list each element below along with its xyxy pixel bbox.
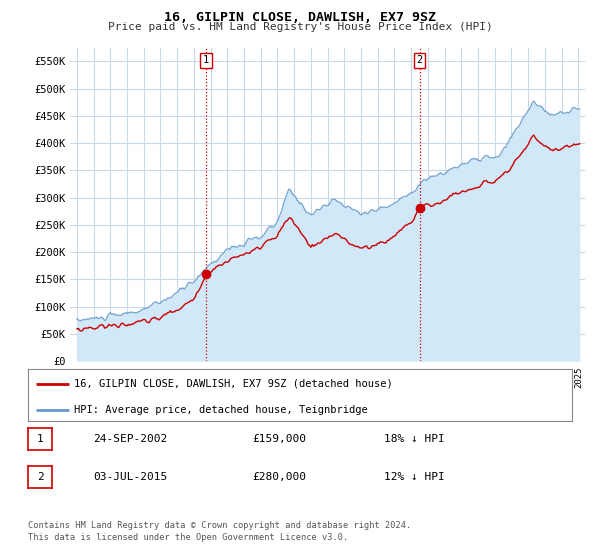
Text: 24-SEP-2002: 24-SEP-2002 <box>93 434 167 444</box>
Text: HPI: Average price, detached house, Teignbridge: HPI: Average price, detached house, Teig… <box>74 405 368 414</box>
Text: 1: 1 <box>203 55 209 66</box>
Text: 16, GILPIN CLOSE, DAWLISH, EX7 9SZ (detached house): 16, GILPIN CLOSE, DAWLISH, EX7 9SZ (deta… <box>74 379 393 389</box>
Text: 03-JUL-2015: 03-JUL-2015 <box>93 472 167 482</box>
Text: Contains HM Land Registry data © Crown copyright and database right 2024.: Contains HM Land Registry data © Crown c… <box>28 521 412 530</box>
Text: 2: 2 <box>416 55 422 66</box>
Text: 1: 1 <box>37 434 44 444</box>
Text: This data is licensed under the Open Government Licence v3.0.: This data is licensed under the Open Gov… <box>28 533 349 542</box>
Text: 12% ↓ HPI: 12% ↓ HPI <box>384 472 445 482</box>
Text: £280,000: £280,000 <box>252 472 306 482</box>
Text: 2: 2 <box>37 472 44 482</box>
Text: Price paid vs. HM Land Registry's House Price Index (HPI): Price paid vs. HM Land Registry's House … <box>107 22 493 32</box>
Text: 18% ↓ HPI: 18% ↓ HPI <box>384 434 445 444</box>
Text: £159,000: £159,000 <box>252 434 306 444</box>
Text: 16, GILPIN CLOSE, DAWLISH, EX7 9SZ: 16, GILPIN CLOSE, DAWLISH, EX7 9SZ <box>164 11 436 24</box>
